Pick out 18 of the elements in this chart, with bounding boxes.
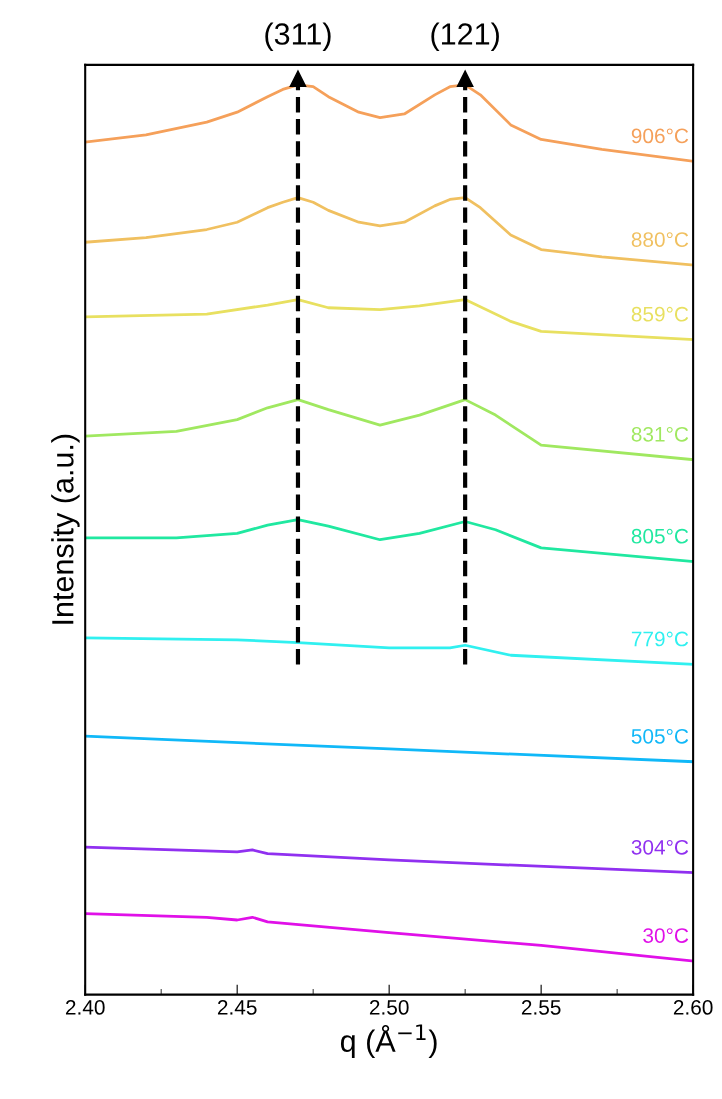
x-tick-label: 2.45 xyxy=(217,1000,257,1015)
series-label: 880°C xyxy=(631,232,689,247)
y-axis-title: Intensity (a.u.) xyxy=(51,434,80,624)
series-label: 859°C xyxy=(631,306,689,322)
series-label: 831°C xyxy=(631,426,689,442)
text: (311) xyxy=(265,22,331,51)
x-tick-label: 2.55 xyxy=(521,1000,561,1015)
x-axis-title: q (Å$^{−1}$) xyxy=(340,1024,437,1059)
series-label: 304°C xyxy=(631,839,689,855)
x-tick-label: 2.40 xyxy=(65,1000,105,1015)
text: (121) xyxy=(431,22,499,51)
series-label: 805°C xyxy=(631,528,689,544)
series-label: 779°C xyxy=(631,631,689,647)
series-label: 505°C xyxy=(631,728,689,744)
x-tick-label: 2.60 xyxy=(673,1000,713,1015)
series-label: 30°C xyxy=(643,928,689,943)
x-tick-label: 2.50 xyxy=(369,1000,409,1015)
series-label: 906°C xyxy=(631,128,689,144)
